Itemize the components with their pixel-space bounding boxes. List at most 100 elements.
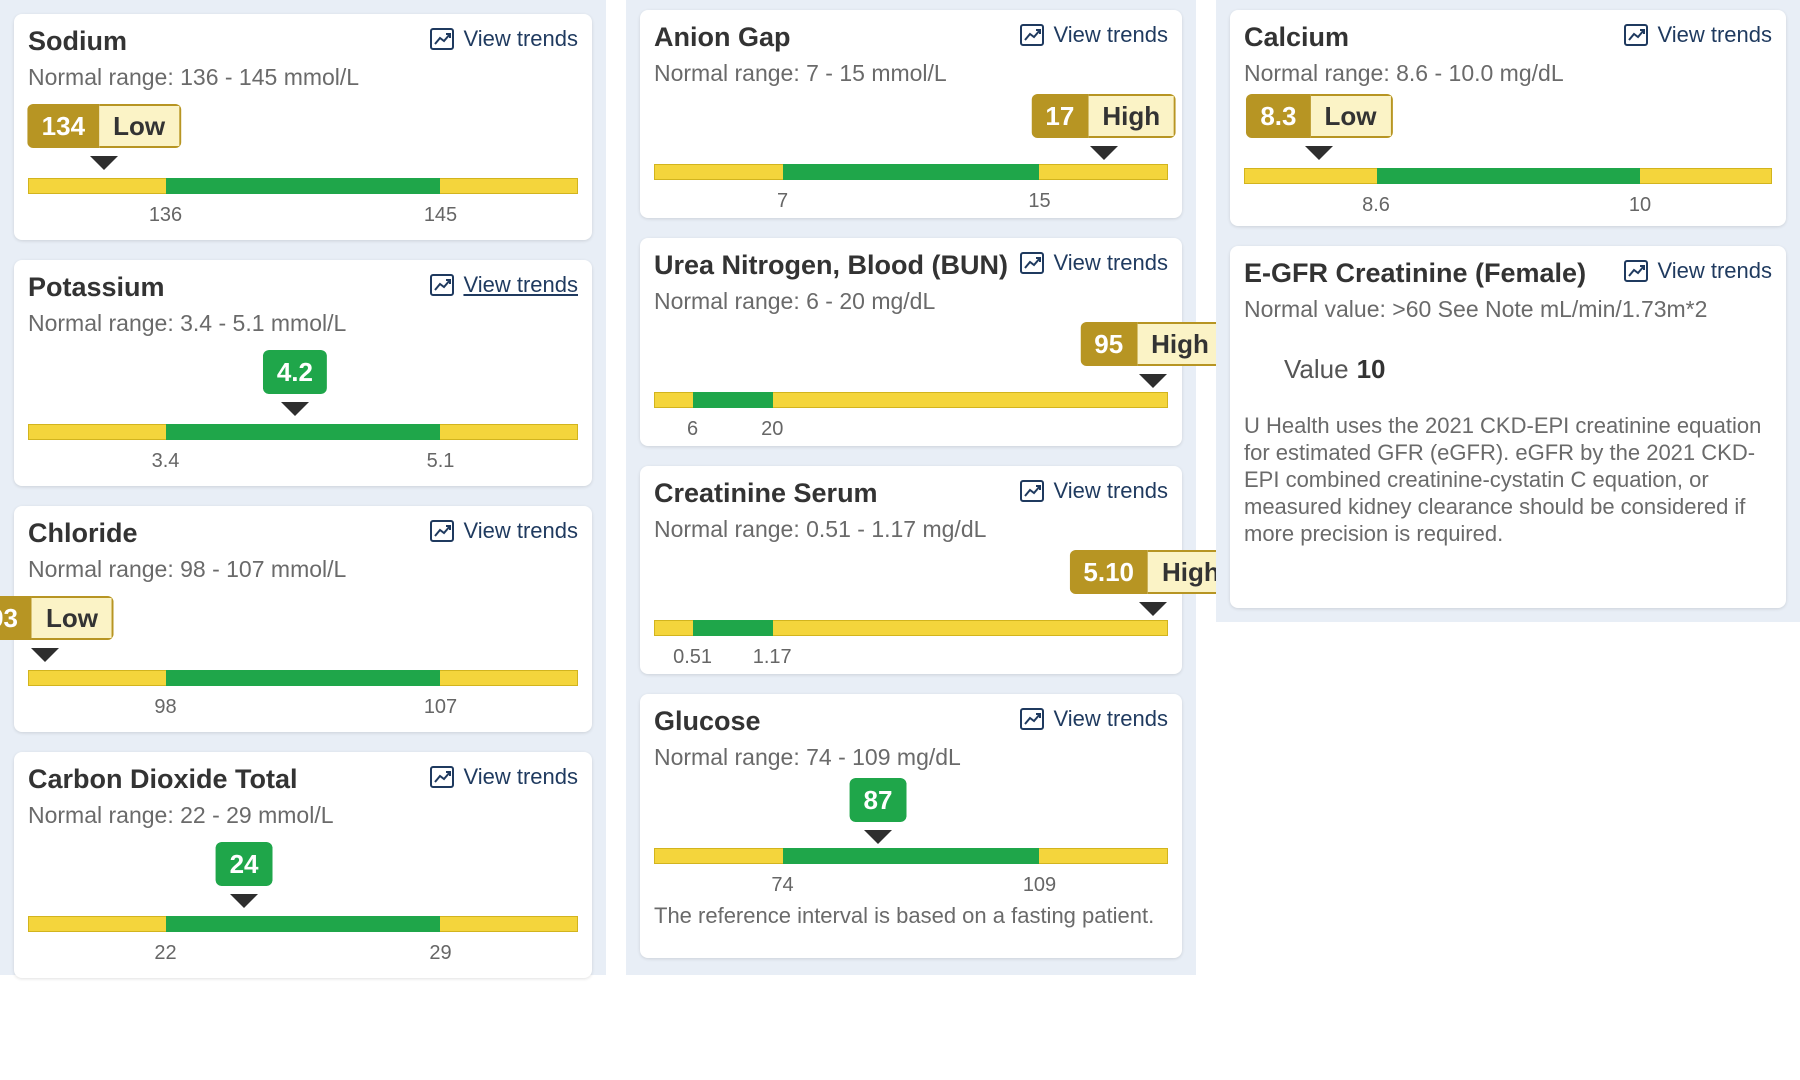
normal-range-segment — [166, 178, 440, 194]
result-title: Carbon Dioxide Total — [28, 764, 298, 794]
trend-chart-icon — [430, 520, 455, 542]
view-trends-link[interactable]: View trends — [429, 518, 578, 544]
result-value: 93 — [0, 596, 32, 640]
result-card-co2: Carbon Dioxide Total View trends Normal ra… — [14, 752, 592, 978]
result-card-creatinine: Creatinine Serum View trends Normal range:… — [640, 466, 1236, 674]
range-high-label: 29 — [429, 942, 452, 964]
result-value-badge: 17 High — [1031, 94, 1177, 138]
range-high-label: 107 — [423, 696, 458, 718]
normal-range-text: Normal range: 22 - 29 mmol/L — [28, 802, 334, 828]
range-high-label: 15 — [1028, 190, 1051, 212]
result-card-bun: Urea Nitrogen, Blood (BUN) View trends Nor… — [640, 238, 1225, 446]
triangle-down-icon — [1089, 146, 1118, 160]
egfr-note: U Health uses the 2021 CKD-EPI creatinin… — [1244, 413, 1762, 546]
result-value-badge: 93Low — [0, 596, 114, 640]
result-value: 24 — [215, 842, 273, 886]
reference-note: The reference interval is based on a fas… — [654, 903, 1155, 928]
view-trends-label: View trends — [1053, 478, 1168, 503]
view-trends-link[interactable]: View trends — [1019, 706, 1168, 732]
result-value: 134 — [27, 104, 100, 148]
result-card-glucose: Glucose View trends Normal range: 74 - 109… — [640, 694, 1182, 958]
view-trends-link[interactable]: View trends — [429, 764, 578, 790]
view-trends-link[interactable]: View trends — [1019, 22, 1168, 48]
trend-chart-icon — [430, 28, 455, 50]
triangle-down-icon — [863, 830, 892, 844]
trend-chart-icon — [430, 766, 455, 788]
view-trends-link[interactable]: View trends — [1019, 250, 1168, 276]
normal-range-text: Normal range: 98 - 107 mmol/L — [28, 556, 347, 582]
triangle-down-icon — [230, 894, 259, 908]
view-trends-label: View trends — [1053, 706, 1168, 731]
view-trends-label: View trends — [1657, 22, 1772, 47]
result-title: Creatinine Serum — [654, 478, 878, 508]
result-card-sodium: Sodium View trends Normal range: 136 - 145… — [14, 14, 592, 240]
view-trends-label: View trends — [463, 272, 578, 297]
trend-chart-icon — [1624, 24, 1649, 46]
triangle-down-icon — [280, 402, 309, 416]
result-card-anion-gap: Anion Gap View trends Normal range: 7 - 15… — [640, 10, 1182, 218]
range-low-label: 22 — [154, 942, 177, 964]
range-bar — [28, 670, 578, 686]
result-card-egfr: E-GFR Creatinine (Female) View trends No… — [1230, 246, 1786, 608]
result-title: Urea Nitrogen, Blood (BUN) — [654, 250, 1008, 280]
result-value-badge: 4.2 — [262, 350, 327, 394]
range-bar — [654, 164, 1168, 180]
result-value-badge: 24 — [215, 842, 273, 886]
result-flag: High — [1088, 94, 1177, 138]
egfr-value: 10 — [1356, 354, 1386, 384]
trend-chart-icon — [1020, 24, 1045, 46]
value-label: Value — [1284, 354, 1349, 384]
result-title: Potassium — [28, 272, 165, 302]
normal-range-text: Normal range: 136 - 145 mmol/L — [28, 64, 360, 90]
normal-range-segment — [166, 916, 440, 932]
result-title: Glucose — [654, 706, 761, 736]
view-trends-link[interactable]: View trends — [1623, 22, 1772, 48]
range-low-label: 6 — [686, 418, 699, 440]
range-low-label: 8.6 — [1362, 194, 1390, 216]
results-column-3: Calcium View trends Normal range: 8.6 - 10… — [1216, 0, 1800, 622]
result-title: Anion Gap — [654, 22, 791, 52]
range-bar — [654, 848, 1168, 864]
results-column-1: Sodium View trends Normal range: 136 - 145… — [0, 0, 606, 978]
result-card-chloride: Chloride View trends Normal range: 98 - 10… — [0, 506, 592, 732]
view-trends-link[interactable]: View trends — [429, 26, 578, 52]
range-high-label: 5.1 — [426, 450, 455, 472]
view-trends-link[interactable]: View trends — [429, 272, 578, 298]
result-value-badge: 5.10 High — [1069, 550, 1236, 594]
result-value-badge: 95 High — [1080, 322, 1225, 366]
view-trends-label: View trends — [1053, 250, 1168, 275]
view-trends-link[interactable]: View trends — [1019, 478, 1168, 504]
normal-range-segment — [693, 620, 773, 636]
view-trends-label: View trends — [1657, 258, 1772, 283]
range-low-label: 98 — [154, 696, 177, 718]
result-flag: Low — [99, 104, 182, 148]
trend-chart-icon — [1020, 480, 1045, 502]
result-card-calcium: Calcium View trends Normal range: 8.6 - 10… — [1230, 10, 1786, 226]
trend-chart-icon — [1020, 252, 1045, 274]
result-flag: Low — [31, 596, 114, 640]
normal-range-segment — [166, 424, 440, 440]
result-value: 17 — [1031, 94, 1089, 138]
range-high-label: 109 — [1022, 874, 1057, 896]
normal-range-text: Normal range: 74 - 109 mg/dL — [654, 744, 961, 770]
range-high-label: 145 — [423, 204, 458, 226]
range-bar — [654, 392, 1168, 408]
normal-range-text: Normal range: 8.6 - 10.0 mg/dL — [1244, 60, 1564, 86]
normal-range-text: Normal range: 0.51 - 1.17 mg/dL — [654, 516, 987, 542]
view-trends-label: View trends — [463, 764, 578, 789]
result-title: E-GFR Creatinine (Female) — [1244, 258, 1587, 288]
result-value: 87 — [849, 778, 907, 822]
view-trends-label: View trends — [463, 518, 578, 543]
normal-range-text: Normal range: 3.4 - 5.1 mmol/L — [28, 310, 347, 336]
normal-range-text: Normal range: 6 - 20 mg/dL — [654, 288, 936, 314]
range-low-label: 74 — [771, 874, 794, 896]
range-low-label: 3.4 — [151, 450, 180, 472]
result-value: 4.2 — [262, 350, 327, 394]
triangle-down-icon — [1138, 602, 1167, 616]
result-title: Chloride — [28, 518, 138, 548]
range-high-label: 1.17 — [752, 646, 792, 668]
range-bar — [28, 178, 578, 194]
view-trends-link[interactable]: View trends — [1623, 258, 1772, 284]
egfr-value-row: Value 10 — [1284, 354, 1386, 385]
result-value: 8.3 — [1246, 94, 1311, 138]
